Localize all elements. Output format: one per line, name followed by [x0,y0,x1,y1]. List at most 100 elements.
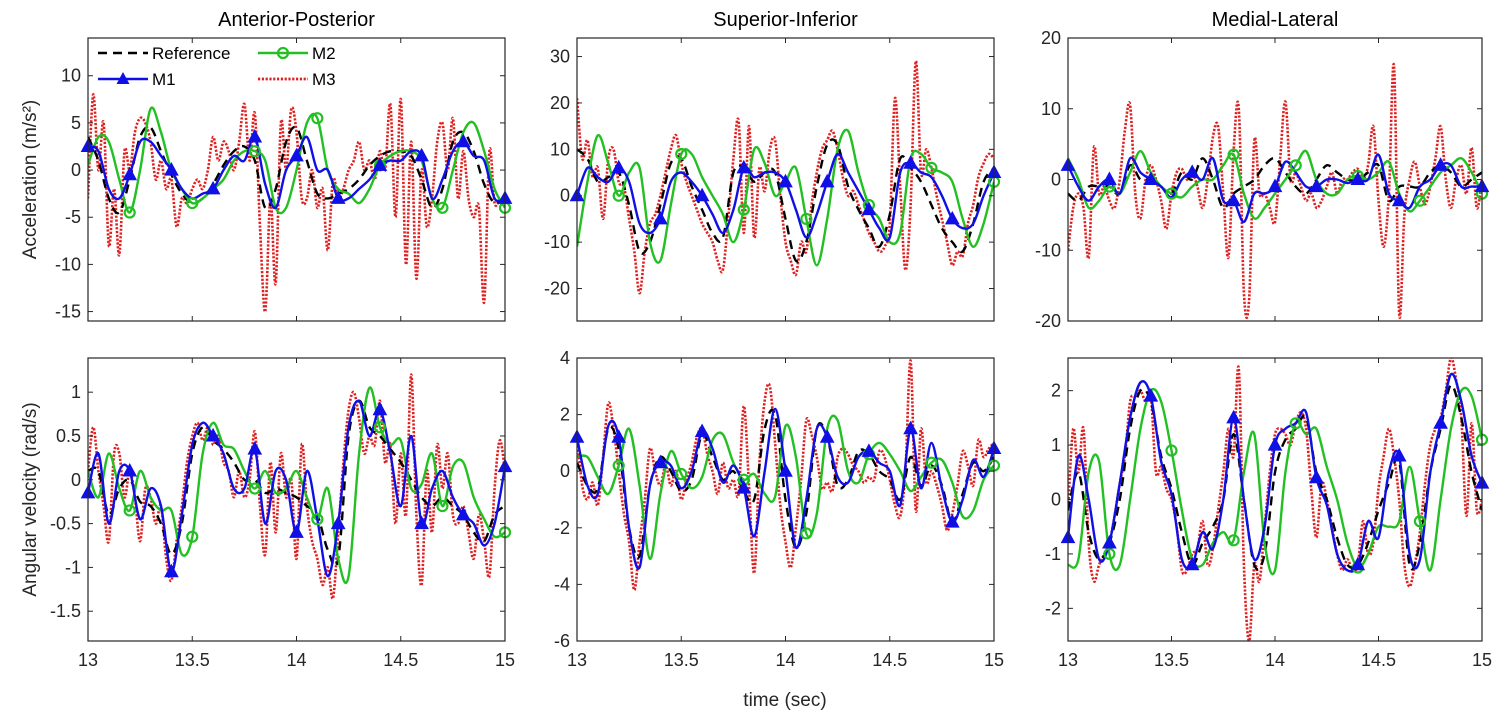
marker-m1 [1184,556,1200,571]
marker-m1 [1102,534,1117,549]
series-line-m3 [577,59,994,295]
y-tick-label: -0.5 [50,514,81,534]
y-axis-label: Acceleration (m/s²) [20,100,41,259]
y-tick-label: 0.5 [56,426,81,446]
x-tick-label: 13.5 [664,650,699,670]
marker-m2 [1103,547,1116,561]
marker-m1 [1143,388,1159,402]
marker-m2 [1289,159,1302,172]
y-tick-label: 1 [1051,435,1061,455]
subplot-3: -20 -10 0 10 20 Medial-Lateral [1035,9,1490,331]
plot-area [88,358,505,641]
x-tick-label: 14.5 [383,650,418,670]
subplot-4: -1.5 -1 -0.5 0 0.5 1 13 13.5 14 14.5 15 Angular vel… [20,357,515,670]
subplot-2: -20 -10 0 10 20 30 Superior-Inferior [544,9,1002,322]
marker-m1 [653,210,668,225]
series-line-m1 [1068,372,1482,573]
marker-m2 [737,203,750,216]
x-tick-label: 14 [1265,650,1285,670]
marker-m2 [186,530,199,543]
y-tick-label: -6 [554,631,570,651]
marker-m1 [330,515,346,530]
y-tick-label: 0 [71,160,81,180]
marker-m1 [455,506,471,521]
marker-m1 [653,454,668,469]
marker-m1 [1267,437,1283,451]
x-tick-label: 15 [984,650,1004,670]
y-tick-label: -2 [554,518,570,538]
x-tick-label: 14.5 [872,650,907,670]
series-line-m1 [577,407,994,570]
marker-m1 [694,187,710,202]
marker-m1 [1391,447,1407,462]
y-tick-label: -1 [1045,544,1061,564]
legend-item-m1: M1 [98,70,176,89]
x-tick-label: 14 [286,650,306,670]
subplot-title: Medial-Lateral [1212,9,1339,31]
marker-m1 [861,201,877,216]
y-tick-label: 20 [550,93,570,113]
marker-m1 [1350,556,1366,571]
series-group [1068,358,1482,641]
triangle-marker-icon [116,72,130,84]
y-tick-label: 0 [1051,170,1061,190]
y-tick-label: 20 [1041,28,1061,48]
x-tick-label: 14 [775,650,795,670]
marker-m1 [944,514,960,528]
legend-label: M3 [312,70,336,89]
x-axis-label: time (sec) [743,690,826,711]
marker-m1 [819,173,835,188]
marker-m1 [944,210,960,225]
marker-m2 [675,467,688,481]
marker-m2 [800,212,813,226]
legend: Reference M2 M1 M3 [98,44,336,89]
series-line-m3 [88,93,505,313]
marker-m1 [1433,415,1448,429]
marker-m1 [1309,178,1324,193]
y-tick-label: -15 [55,302,81,322]
marker-m1 [778,463,793,477]
y-tick-label: 0 [1051,490,1061,510]
y-tick-label: -20 [544,279,570,299]
marker-m1 [1102,171,1117,185]
y-tick-label: 10 [1041,99,1061,119]
series-group [577,359,994,592]
x-tick-label: 13 [567,650,587,670]
legend-item-m2: M2 [258,44,336,63]
x-tick-label: 13 [78,650,98,670]
marker-m1 [372,401,388,416]
marker-m1 [903,420,918,435]
series-line-reference [88,399,505,568]
marker-m1 [372,157,388,171]
series-line-m2 [88,106,505,215]
marker-m1 [455,133,471,148]
marker-m2 [1227,148,1240,161]
series-line-m2 [577,414,994,561]
y-tick-label: -10 [544,232,570,252]
marker-m2 [123,504,136,517]
marker-m1 [736,159,752,174]
marker-m2 [1165,444,1178,457]
y-axis-label: Angular velocity (rad/s) [20,402,41,596]
marker-m2 [436,499,449,513]
marker-m1 [1226,409,1241,424]
marker-m1 [1433,157,1448,171]
marker-m2 [123,206,136,219]
x-tick-label: 15 [1472,650,1492,670]
series-line-m2 [1068,149,1482,220]
marker-m1 [611,159,627,174]
y-tick-label: 0 [71,470,81,490]
marker-m2 [1289,417,1302,430]
y-tick-label: 0 [560,461,570,481]
series-line-reference [1068,156,1482,210]
marker-m1 [164,162,179,176]
marker-m1 [1267,178,1283,193]
x-tick-label: 13 [1058,650,1078,670]
subplot-title: Anterior-Posterior [218,9,375,31]
marker-m1 [122,462,138,477]
x-tick-label: 13.5 [175,650,210,670]
y-tick-label: -1 [65,557,81,577]
marker-m1 [1143,171,1159,185]
marker-m2 [311,112,324,125]
